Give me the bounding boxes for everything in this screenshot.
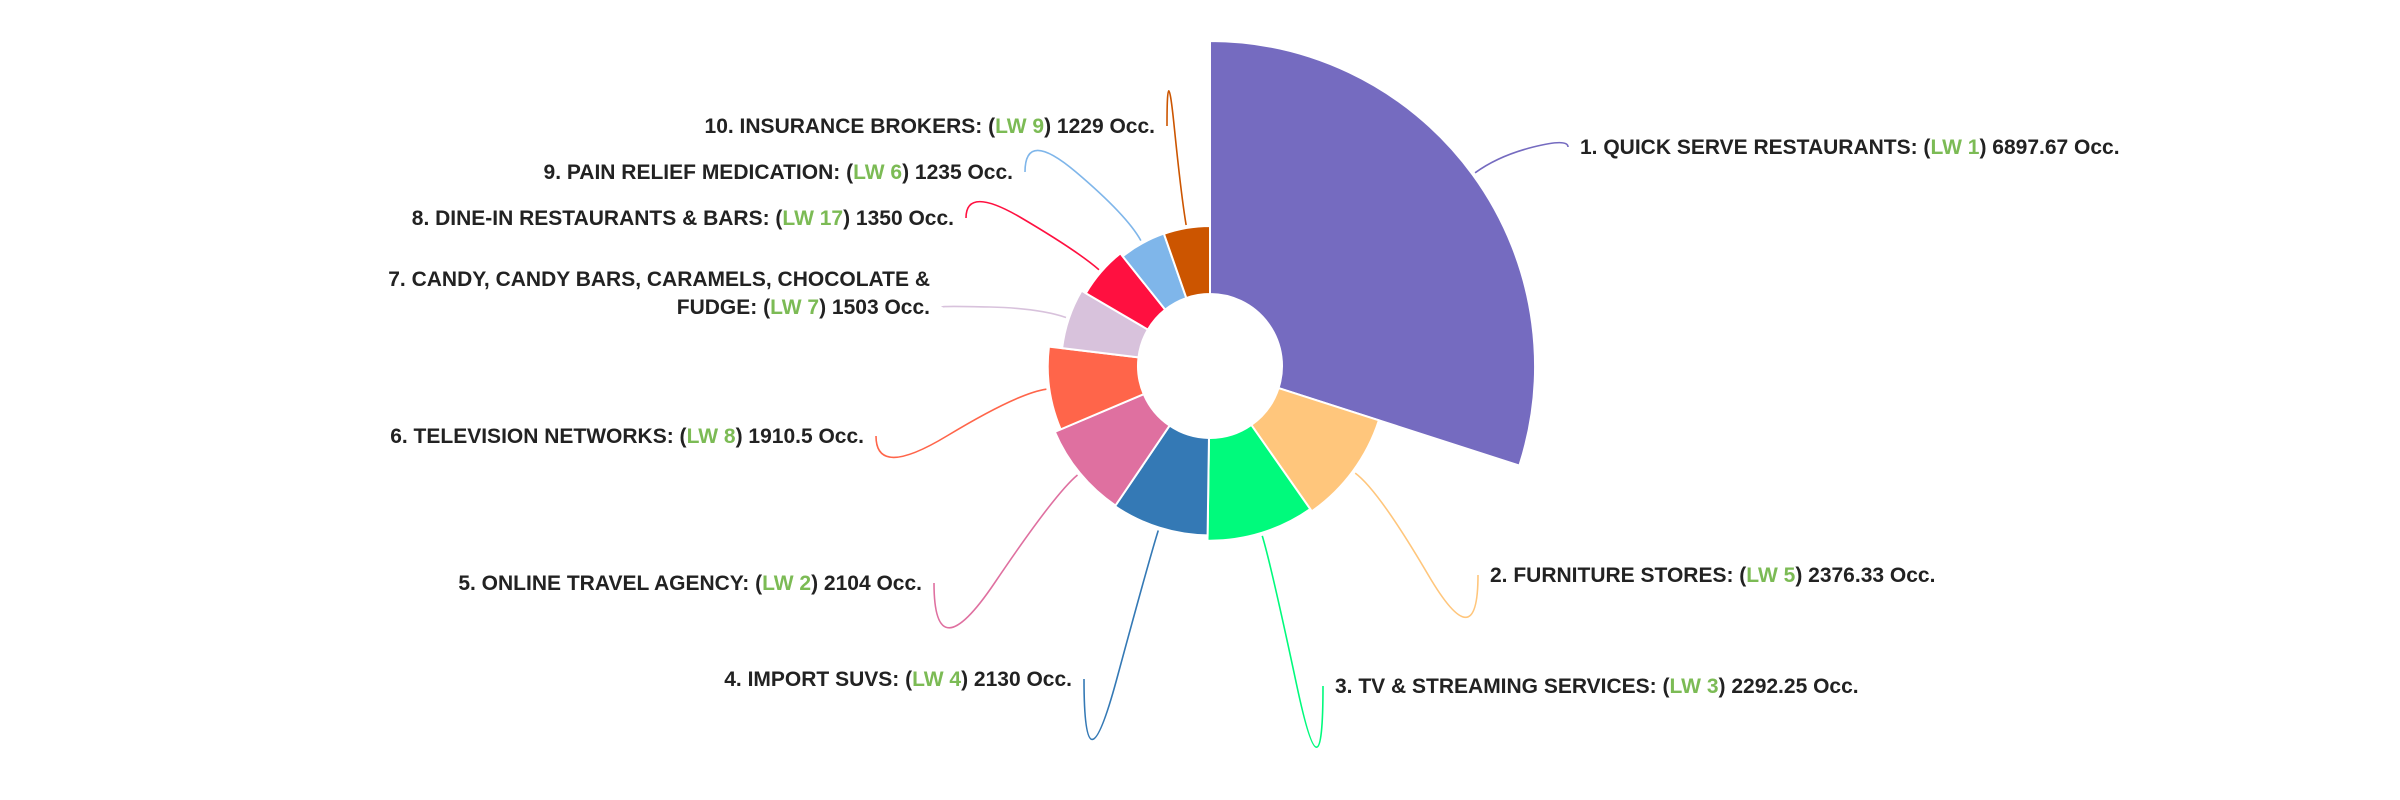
leader-line-10 — [1166, 89, 1187, 226]
slice-label-6: 6. TELEVISION NETWORKS: (LW 8) 1910.5 Oc… — [390, 425, 864, 448]
slice-label-7: 7. CANDY, CANDY BARS, CARAMELS, CHOCOLAT… — [388, 268, 930, 319]
slice-6 — [1046, 345, 1146, 431]
slice-label-9: 9. PAIN RELIEF MEDICATION: (LW 6) 1235 O… — [544, 161, 1013, 184]
leader-line-5 — [933, 474, 1079, 629]
slice-label-8: 8. DINE-IN RESTAURANTS & BARS: (LW 17) 1… — [412, 207, 954, 230]
slice-1 — [1209, 39, 1536, 467]
slice-label-2: 2. FURNITURE STORES: (LW 5) 2376.33 Occ. — [1490, 564, 1935, 587]
slice-label-1: 1. QUICK SERVE RESTAURANTS: (LW 1) 6897.… — [1580, 136, 2120, 159]
slice-10 — [1162, 224, 1211, 300]
slice-2 — [1249, 386, 1381, 513]
slice-3 — [1206, 423, 1312, 542]
chart-leader-lines — [875, 89, 1569, 749]
slice-5 — [1053, 392, 1172, 507]
leader-line-9 — [1024, 149, 1142, 241]
slice-label-5: 5. ONLINE TRAVEL AGENCY: (LW 2) 2104 Occ… — [458, 572, 922, 595]
chart-slices — [1046, 39, 1536, 542]
leader-line-6 — [875, 388, 1047, 459]
slice-label-3: 3. TV & STREAMING SERVICES: (LW 3) 2292.… — [1335, 675, 1859, 698]
slice-label-10: 10. INSURANCE BROKERS: (LW 9) 1229 Occ. — [705, 115, 1155, 138]
slice-4 — [1113, 424, 1210, 537]
slice-8 — [1084, 251, 1167, 331]
chart-labels: 1. QUICK SERVE RESTAURANTS: (LW 1) 6897.… — [388, 115, 2119, 698]
leader-line-4 — [1083, 530, 1160, 741]
leader-line-2 — [1354, 472, 1479, 619]
slice-label-4: 4. IMPORT SUVS: (LW 4) 2130 Occ. — [724, 668, 1072, 691]
leader-line-1 — [1474, 141, 1569, 174]
leader-line-3 — [1261, 535, 1324, 749]
leader-line-7 — [941, 305, 1067, 319]
slice-7 — [1061, 289, 1150, 359]
leader-line-8 — [965, 200, 1100, 271]
